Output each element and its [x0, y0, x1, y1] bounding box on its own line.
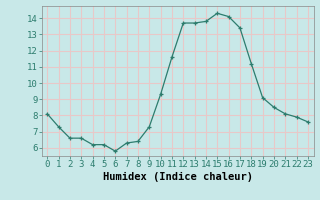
X-axis label: Humidex (Indice chaleur): Humidex (Indice chaleur) [103, 172, 252, 182]
